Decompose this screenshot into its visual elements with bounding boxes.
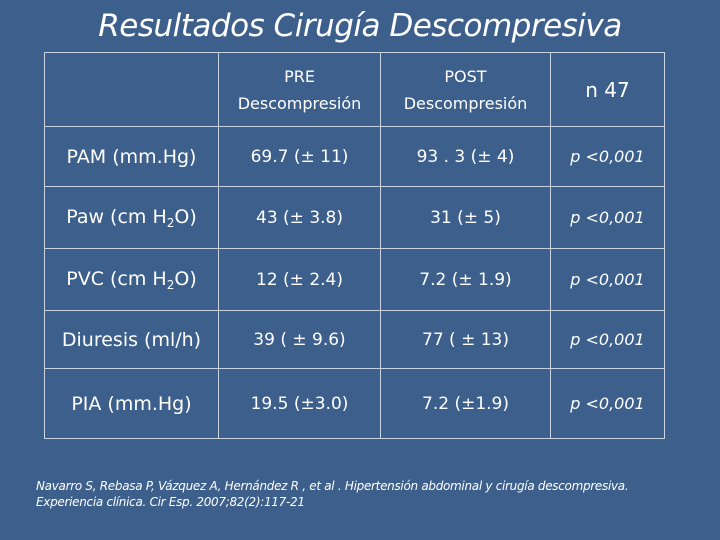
table-row: PVC (cm H2O) 12 (± 2.4) 7.2 (± 1.9) p <0… bbox=[44, 248, 665, 311]
row-label-subscript: 2 bbox=[166, 277, 175, 292]
cell-pre: 19.5 (±3.0) bbox=[218, 368, 381, 439]
header-pre-line1: PRE bbox=[284, 66, 315, 86]
row-label-pvc: PVC (cm H2O) bbox=[44, 248, 219, 311]
row-label-text: PIA (mm.Hg) bbox=[71, 392, 192, 415]
row-label-diuresis: Diuresis (ml/h) bbox=[44, 310, 219, 369]
table-row: Diuresis (ml/h) 39 ( ± 9.6) 77 ( ± 13) p… bbox=[44, 310, 665, 369]
row-label-subscript: 2 bbox=[166, 215, 175, 230]
table-row: Paw (cm H2O) 43 (± 3.8) 31 (± 5) p <0,00… bbox=[44, 186, 665, 249]
table-row: PAM (mm.Hg) 69.7 (± 11) 93 . 3 (± 4) p <… bbox=[44, 126, 665, 187]
cell-p-value: p <0,001 bbox=[550, 186, 665, 249]
header-n: n 47 bbox=[550, 52, 665, 127]
row-label-end: O) bbox=[174, 267, 197, 290]
row-label-end: O) bbox=[174, 205, 197, 228]
table-header-row: PRE Descompresión POST Descompresión n 4… bbox=[44, 52, 665, 127]
citation-line1: Navarro S, Rebasa P, Vázquez A, Hernánde… bbox=[36, 479, 629, 493]
row-label-pia: PIA (mm.Hg) bbox=[44, 368, 219, 439]
row-label-text: PAM (mm.Hg) bbox=[66, 145, 197, 168]
row-label-base: PVC (cm H bbox=[66, 267, 167, 290]
row-label-text: Diuresis (ml/h) bbox=[61, 328, 202, 351]
row-label-base: Paw (cm H bbox=[66, 205, 167, 228]
header-pre-line2: Descompresión bbox=[237, 93, 362, 113]
citation-line2: Experiencia clínica. Cir Esp. 2007;82(2)… bbox=[36, 495, 305, 509]
slide-title: Resultados Cirugía Descompresiva bbox=[98, 8, 622, 44]
cell-p-value: p <0,001 bbox=[550, 126, 665, 187]
cell-pre: 43 (± 3.8) bbox=[218, 186, 381, 249]
cell-post: 7.2 (± 1.9) bbox=[380, 248, 551, 311]
row-label-pam: PAM (mm.Hg) bbox=[44, 126, 219, 187]
row-label-paw: Paw (cm H2O) bbox=[44, 186, 219, 249]
cell-pre: 12 (± 2.4) bbox=[218, 248, 381, 311]
cell-pre: 39 ( ± 9.6) bbox=[218, 310, 381, 369]
header-post-line2: Descompresión bbox=[403, 93, 528, 113]
cell-post: 77 ( ± 13) bbox=[380, 310, 551, 369]
cell-post: 7.2 (±1.9) bbox=[380, 368, 551, 439]
header-pre: PRE Descompresión bbox=[218, 52, 381, 127]
results-table: PRE Descompresión POST Descompresión n 4… bbox=[44, 52, 665, 439]
cell-p-value: p <0,001 bbox=[550, 368, 665, 439]
cell-post: 31 (± 5) bbox=[380, 186, 551, 249]
citation: Navarro S, Rebasa P, Vázquez A, Hernánde… bbox=[36, 478, 716, 510]
cell-pre: 69.7 (± 11) bbox=[218, 126, 381, 187]
header-post: POST Descompresión bbox=[380, 52, 551, 127]
cell-post: 93 . 3 (± 4) bbox=[380, 126, 551, 187]
corner-cell bbox=[44, 52, 219, 127]
header-post-line1: POST bbox=[444, 66, 487, 86]
cell-p-value: p <0,001 bbox=[550, 310, 665, 369]
cell-p-value: p <0,001 bbox=[550, 248, 665, 311]
table-row: PIA (mm.Hg) 19.5 (±3.0) 7.2 (±1.9) p <0,… bbox=[44, 368, 665, 439]
